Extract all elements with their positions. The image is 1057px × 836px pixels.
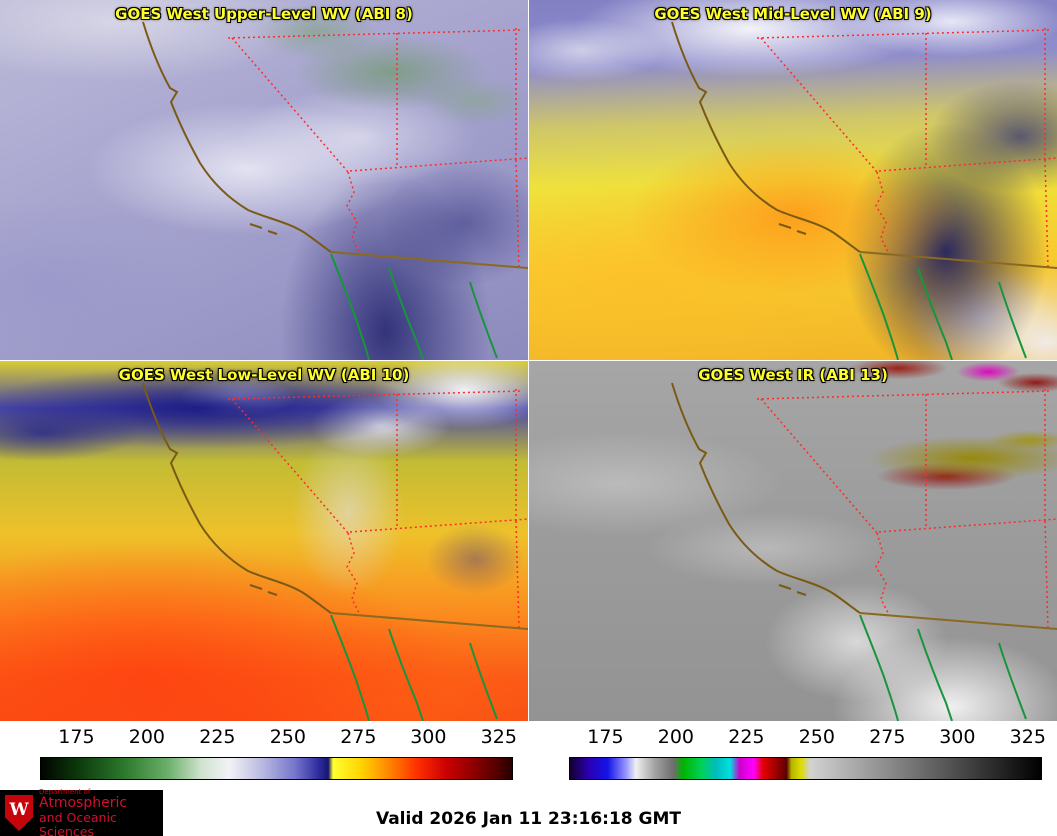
colorbar-tick: 175 [58, 726, 95, 748]
colorbar-tick: 325 [480, 726, 517, 748]
colorbar-tick: 275 [869, 726, 906, 748]
panel-upper-level-wv: GOES West Upper-Level WV (ABI 8) [0, 0, 528, 360]
colorbar-tick: 250 [269, 726, 306, 748]
panel-low-level-wv: GOES West Low-Level WV (ABI 10) [0, 361, 528, 721]
valid-time-label: Valid 2026 Jan 11 23:16:18 GMT [375, 809, 682, 829]
panel-title: GOES West Mid-Level WV (ABI 9) [654, 5, 932, 23]
map-overlay [529, 361, 1057, 721]
logo-line-oceanic: and Oceanic Sciences [39, 809, 117, 836]
colorbar-tick: 300 [410, 726, 447, 748]
map-overlay [0, 0, 528, 360]
ir-colorbar-block: 175 200 225 250 275 300 325 [529, 721, 1057, 785]
wv-colorbar [40, 757, 513, 780]
colorbar-tick: 200 [657, 726, 695, 748]
logo-line-atmospheric: Atmospheric [39, 794, 128, 811]
ir-colorbar [569, 757, 1042, 780]
satellite-panel-grid: GOES West Upper-Level WV (ABI 8) GOES We… [0, 0, 1057, 721]
colorbar-ticks: 175 200 225 250 275 300 325 [40, 723, 517, 751]
map-overlay [529, 0, 1057, 360]
logo-text: Department of Atmospheric and Oceanic Sc… [39, 788, 158, 836]
colorbar-tick: 275 [340, 726, 377, 748]
panel-title: GOES West Upper-Level WV (ABI 8) [115, 5, 413, 23]
colorbar-tick: 300 [939, 726, 976, 748]
colorbar-tick: 225 [728, 726, 765, 748]
footer: W Department of Atmospheric and Oceanic … [0, 785, 1057, 836]
logo-line-department: Department of [39, 787, 91, 796]
aos-department-logo: W Department of Atmospheric and Oceanic … [0, 788, 163, 836]
crest-letter: W [9, 799, 29, 820]
panel-title: GOES West IR (ABI 13) [698, 366, 888, 384]
wv-colorbar-block: 175 200 225 250 275 300 325 [0, 721, 528, 785]
panel-ir: GOES West IR (ABI 13) [529, 361, 1057, 721]
colorbar-tick: 200 [128, 726, 166, 748]
colorbar-tick: 325 [1009, 726, 1046, 748]
map-overlay [0, 361, 528, 721]
colorbar-section: 175 200 225 250 275 300 325 175 200 225 … [0, 721, 1057, 785]
colorbar-tick: 225 [199, 726, 236, 748]
colorbar-tick: 250 [798, 726, 835, 748]
panel-mid-level-wv: GOES West Mid-Level WV (ABI 9) [529, 0, 1057, 360]
panel-title: GOES West Low-Level WV (ABI 10) [118, 366, 410, 384]
colorbar-ticks: 175 200 225 250 275 300 325 [569, 723, 1046, 751]
colorbar-tick: 175 [587, 726, 624, 748]
